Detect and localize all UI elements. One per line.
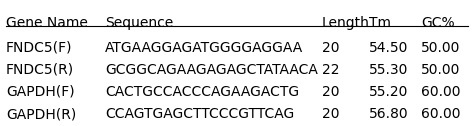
Text: 20: 20	[322, 107, 339, 121]
Text: 50.00: 50.00	[421, 41, 460, 55]
Text: Sequence: Sequence	[105, 16, 173, 30]
Text: Tm: Tm	[369, 16, 391, 30]
Text: Length: Length	[322, 16, 370, 30]
Text: 50.00: 50.00	[421, 63, 460, 77]
Text: 56.80: 56.80	[369, 107, 409, 121]
Text: GC%: GC%	[421, 16, 455, 30]
Text: 20: 20	[322, 85, 339, 99]
Text: ATGAAGGAGATGGGGAGGAA: ATGAAGGAGATGGGGAGGAA	[105, 41, 303, 55]
Text: CACTGCCACCCAGAAGACTG: CACTGCCACCCAGAAGACTG	[105, 85, 299, 99]
Text: CCAGTGAGCTTCCCGTTCAG: CCAGTGAGCTTCCCGTTCAG	[105, 107, 294, 121]
Text: GCGGCAGAAGAGAGCTATAACA: GCGGCAGAAGAGAGCTATAACA	[105, 63, 318, 77]
Text: 55.30: 55.30	[369, 63, 408, 77]
Text: FNDC5(F): FNDC5(F)	[6, 41, 73, 55]
Text: GAPDH(R): GAPDH(R)	[6, 107, 76, 121]
Text: 60.00: 60.00	[421, 107, 460, 121]
Text: FNDC5(R): FNDC5(R)	[6, 63, 74, 77]
Text: 22: 22	[322, 63, 339, 77]
Text: Gene Name: Gene Name	[6, 16, 88, 30]
Text: 54.50: 54.50	[369, 41, 408, 55]
Text: 60.00: 60.00	[421, 85, 460, 99]
Text: GAPDH(F): GAPDH(F)	[6, 85, 75, 99]
Text: 55.20: 55.20	[369, 85, 408, 99]
Text: 20: 20	[322, 41, 339, 55]
